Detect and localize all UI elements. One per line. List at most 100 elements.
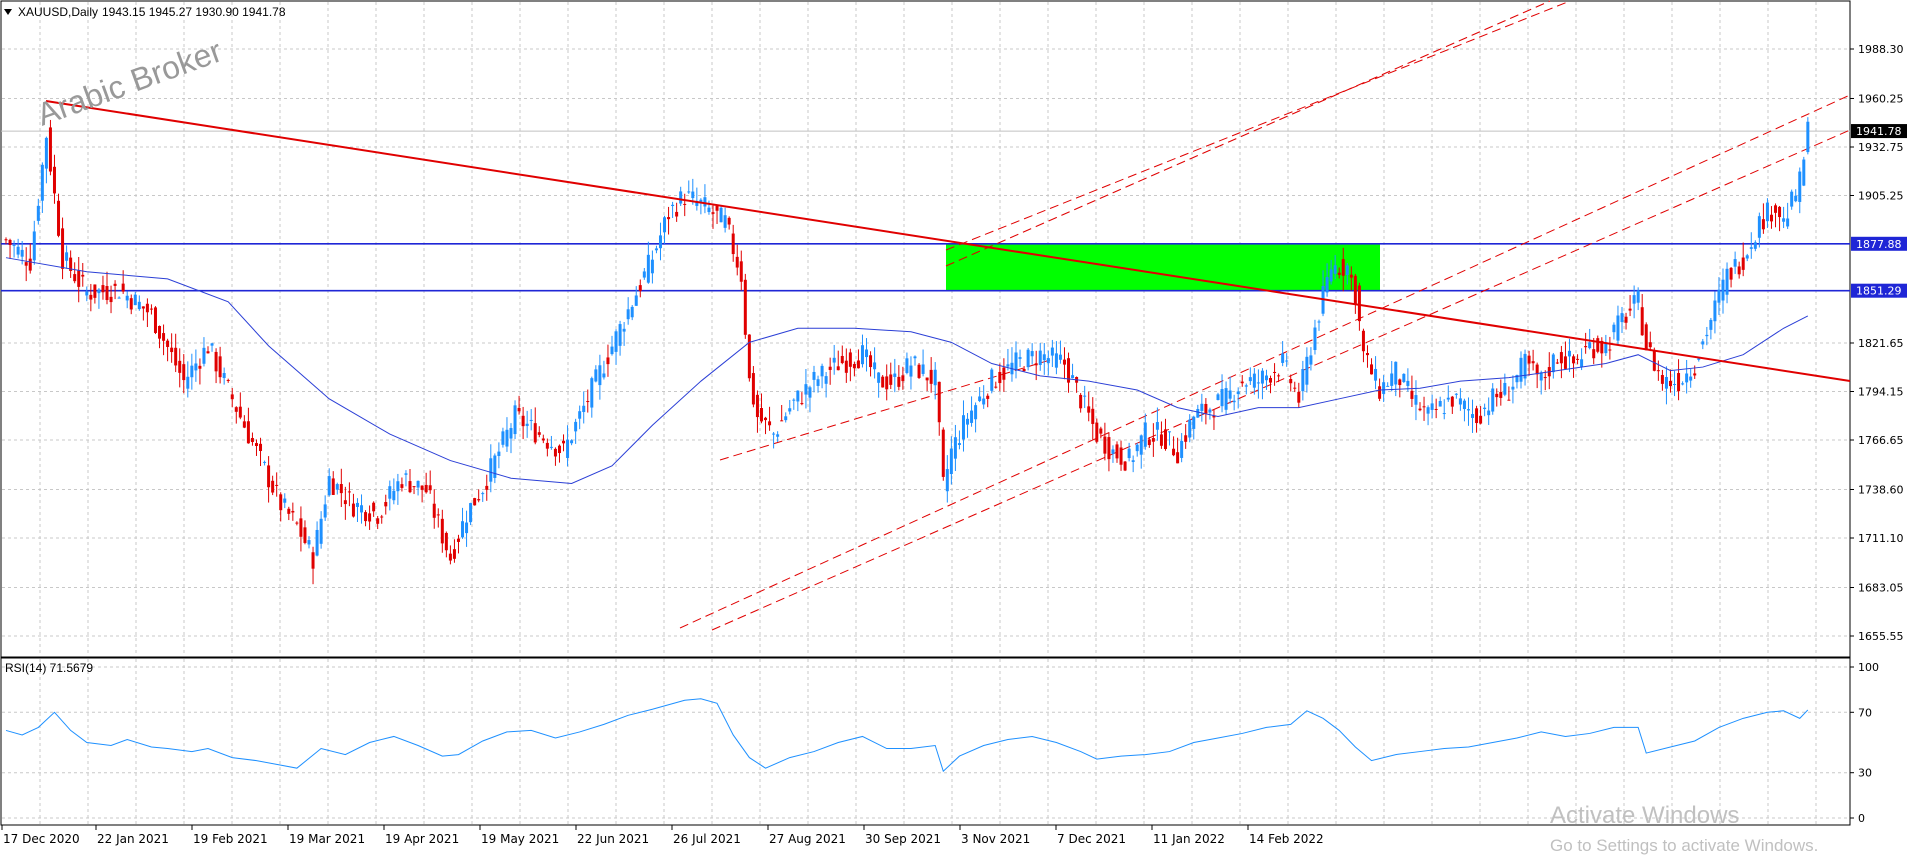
candle-body [808,387,812,398]
candle-body [40,164,44,201]
candle-body [1095,422,1099,442]
candle-body [113,283,117,286]
candle-body [230,394,234,400]
candle-body [848,352,852,367]
price-tick-label: 1655.55 [1858,630,1904,643]
rsi-header: RSI(14) 71.5679 [5,661,93,675]
candle-body [323,504,327,518]
candle-body [1765,202,1769,222]
candle-body [404,473,408,475]
rsi-panel[interactable] [0,657,1851,826]
date-tick-label: 3 Nov 2021 [961,832,1030,846]
channel-line[interactable] [679,94,1851,629]
channel-line[interactable] [711,129,1851,631]
descending-trendline[interactable] [45,100,1851,382]
candle-body [1406,380,1410,386]
candle-body [1668,380,1672,387]
windows-activation-notice: Activate Windows Go to Settings to activ… [1550,802,1818,856]
candle-body [780,420,784,422]
candle-body [1386,385,1390,387]
candle-body [311,552,315,569]
candle-body [12,244,16,246]
candle-body [20,249,24,257]
candle-body [1236,391,1240,395]
candle-body [372,502,376,512]
candle-body [1103,436,1107,454]
candle-body [1685,373,1689,383]
candle-body [1277,375,1281,377]
candle-body [1402,373,1406,382]
channel-line[interactable] [945,0,1551,267]
candle-body [1260,370,1264,384]
candle-body [1390,373,1394,386]
candle-body [408,481,412,493]
channel-line[interactable] [719,359,1051,461]
candle-body [238,406,242,418]
date-tick-label: 11 Jan 2022 [1153,832,1225,846]
candle-body [860,345,864,365]
candle-body [703,197,707,207]
main-panel[interactable] [0,0,1851,658]
candle-body [598,365,602,386]
candle-body [1244,385,1248,387]
candle-body [905,358,909,373]
candle-body [339,484,343,494]
candle-body [731,233,735,255]
candle-body [202,347,206,364]
candle-body [295,522,299,524]
candle-body [307,540,311,545]
candle-body [1749,247,1753,249]
candle-body [254,443,258,447]
triangle-down-icon[interactable] [4,9,12,15]
candle-body [764,417,768,421]
candle-body [893,373,897,377]
candle-body [52,166,56,194]
candle-body [347,491,351,493]
candle-body [226,379,230,381]
candle-body [1119,447,1123,465]
candle-body [1677,373,1681,392]
candle-body [1018,357,1022,359]
price-tick-label: 1766.65 [1858,434,1904,447]
price-tick-label: 1932.75 [1858,141,1904,154]
date-tick-label: 30 Sep 2021 [865,832,941,846]
candle-body [796,390,800,402]
candle-body [590,378,594,408]
candle-body [174,347,178,366]
candle-body [1616,315,1620,341]
candle-body [162,333,166,341]
candle-body [1289,378,1293,384]
candle-body [1567,350,1571,357]
candle-body [1511,386,1515,390]
candle-body [1527,355,1531,364]
candle-body [444,532,448,551]
candle-body [553,448,557,457]
candle-body [166,340,170,347]
candle-body [768,421,772,426]
candle-body [707,207,711,213]
candle-body [1131,460,1135,463]
candle-body [1248,377,1252,382]
candle-body [719,207,723,223]
candle-body [961,415,965,440]
candle-body [77,270,81,287]
candle-body [1769,214,1773,222]
candle-body [1014,352,1018,370]
date-tick-label: 22 Jun 2021 [577,832,649,846]
candle-body [485,485,489,490]
candle-body [1232,400,1236,403]
candle-body [679,191,683,204]
candle-body [456,538,460,542]
candle-body [602,373,606,378]
candle-body [1192,416,1196,429]
candle-body [1281,353,1285,363]
candle-body [541,438,545,441]
candle-body [747,334,751,379]
candle-body [469,503,473,523]
candle-body [1656,370,1660,372]
candle-body [646,254,650,283]
candle-body [1115,444,1119,459]
candle-body [194,363,198,371]
candle-body [440,518,444,544]
